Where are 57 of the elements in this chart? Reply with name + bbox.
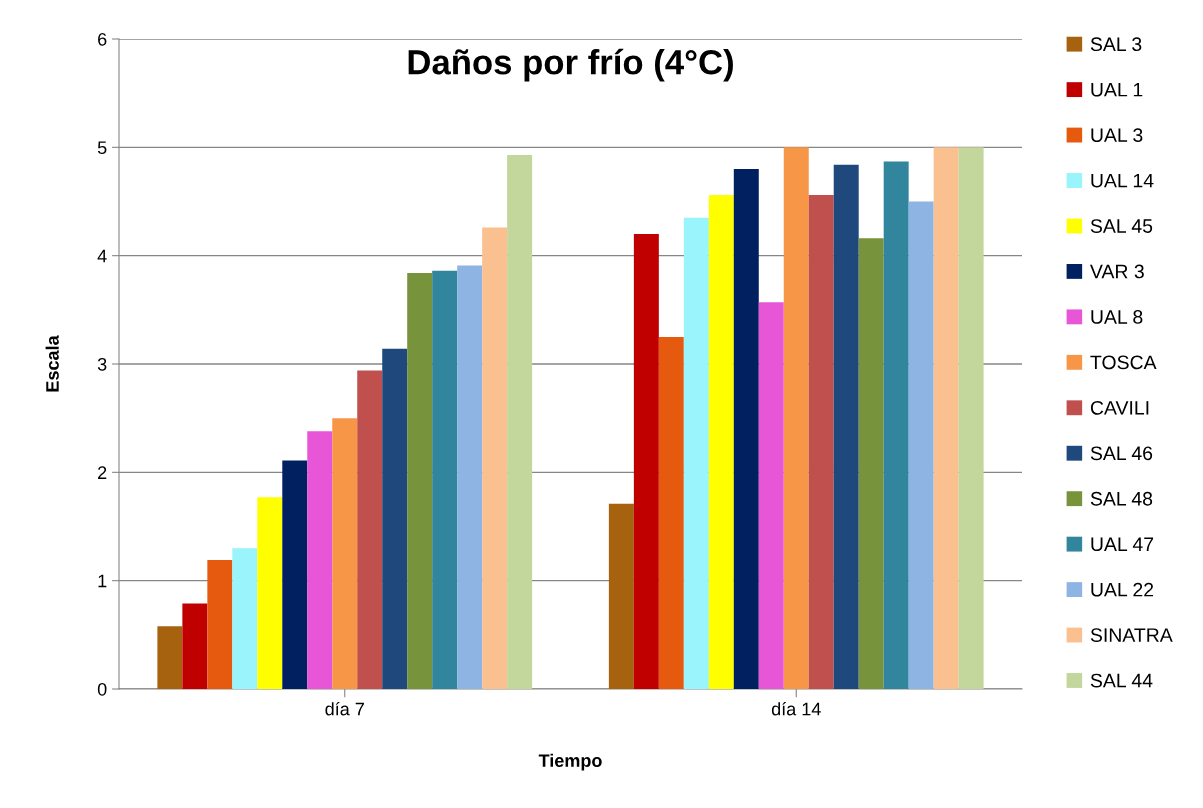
legend-label: UAL 1	[1091, 82, 1143, 97]
legend-label: SAL 48	[1090, 491, 1153, 506]
bar	[207, 560, 233, 689]
bar	[633, 234, 659, 689]
legend-label: VAR 3	[1090, 264, 1144, 279]
bar	[783, 147, 809, 689]
legend-label: UAL 3	[1091, 128, 1143, 143]
x-axis-title: Tiempo	[538, 753, 602, 771]
legend-label: SAL 46	[1090, 446, 1153, 461]
y-tick-label: 3	[97, 357, 107, 371]
y-tick-label: 6	[98, 32, 107, 46]
bar	[332, 418, 358, 689]
bar	[708, 195, 734, 689]
y-tick-label: 1	[98, 574, 107, 588]
legend-label: SAL 44	[1090, 673, 1153, 688]
legend-label: CAVILI	[1090, 400, 1149, 415]
legend-label: SAL 45	[1090, 219, 1153, 233]
y-tick-label: 0	[97, 682, 107, 696]
legend-label: UAL 14	[1091, 173, 1154, 188]
bar	[157, 626, 183, 689]
bar	[858, 238, 884, 689]
y-axis-title: Escala	[45, 335, 59, 392]
bar	[182, 603, 208, 689]
bar	[482, 227, 508, 689]
bar	[683, 217, 709, 689]
bar	[457, 265, 483, 689]
bar	[407, 273, 433, 689]
bar	[908, 201, 934, 689]
y-tick-label: 2	[98, 466, 107, 479]
bar	[958, 147, 984, 689]
bar	[432, 270, 458, 689]
bar	[758, 302, 784, 689]
x-tick-label: día 14	[771, 701, 821, 716]
bar	[232, 548, 258, 689]
bar	[608, 503, 634, 689]
bar	[733, 169, 759, 689]
bar	[257, 497, 283, 689]
x-tick-label: día 7	[325, 701, 364, 716]
bar	[307, 431, 333, 689]
bar	[933, 147, 959, 689]
legend-label: SINATRA	[1090, 628, 1173, 642]
legend-label: UAL 8	[1091, 310, 1143, 324]
legend-label: UAL 22	[1091, 582, 1154, 597]
legend-label: SAL 3	[1090, 37, 1142, 52]
bar	[658, 336, 684, 689]
bar	[357, 370, 383, 689]
bar	[382, 348, 408, 689]
legend-label: UAL 47	[1091, 537, 1154, 552]
bar	[883, 161, 909, 689]
y-tick-label: 4	[97, 249, 107, 263]
bar	[833, 164, 859, 689]
y-tick-label: 5	[97, 141, 107, 155]
bar	[507, 154, 533, 689]
chart-title: Daños por frío (4°C)	[408, 48, 733, 82]
bar	[282, 460, 308, 689]
legend-label: TOSCA	[1090, 355, 1157, 370]
bar	[808, 195, 834, 689]
